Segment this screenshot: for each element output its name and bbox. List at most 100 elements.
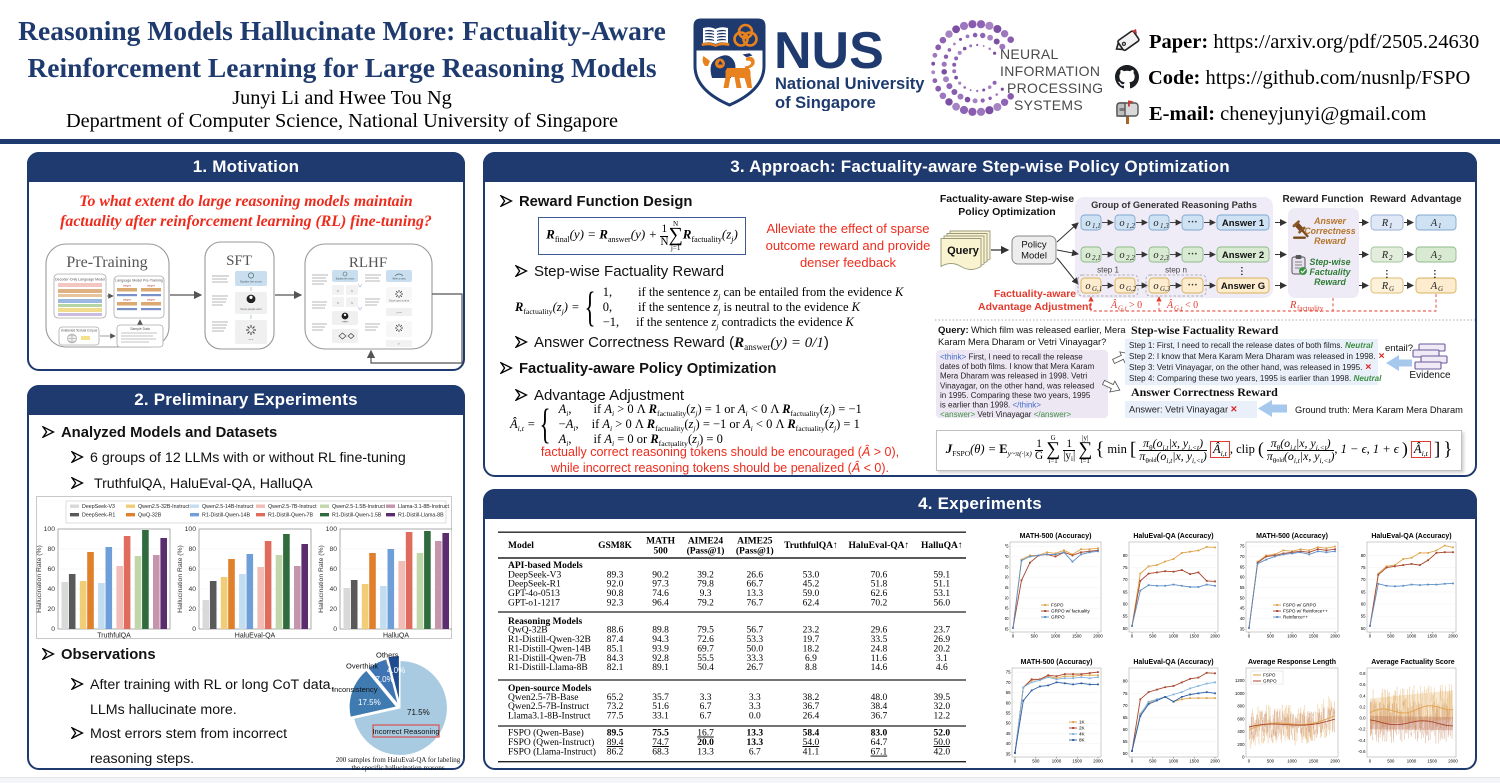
svg-text:70: 70	[1123, 577, 1128, 582]
svg-text:G,t: G,t	[1174, 305, 1184, 313]
svg-text:2,2: 2,2	[1126, 254, 1135, 262]
svg-text:1,1: 1,1	[1092, 222, 1101, 230]
svg-text:G,1: G,1	[1092, 285, 1102, 293]
svg-text:12.2: 12.2	[933, 711, 950, 721]
svg-text:SYSTEMS: SYSTEMS	[1014, 97, 1083, 113]
svg-text:400: 400	[1237, 729, 1245, 734]
svg-text:500: 500	[1267, 634, 1275, 639]
svg-text:target: target	[147, 298, 155, 302]
svg-text:65: 65	[1361, 589, 1366, 594]
svg-text:60: 60	[1005, 575, 1009, 580]
svg-text:2000: 2000	[1210, 759, 1220, 764]
svg-text:50.0: 50.0	[933, 738, 950, 748]
svg-text:92.3: 92.3	[607, 598, 624, 608]
svg-text:42.0: 42.0	[933, 748, 950, 758]
svg-text:GPT-o1-1217: GPT-o1-1217	[508, 598, 560, 608]
svg-text:R1-Distill-Qwen-32B: R1-Distill-Qwen-32B	[508, 635, 591, 645]
svg-text:45.2: 45.2	[803, 580, 820, 590]
svg-text:65.2: 65.2	[607, 693, 624, 703]
svg-text:0.0: 0.0	[1360, 716, 1367, 721]
svg-text:68.3: 68.3	[652, 748, 669, 758]
svg-text:0: 0	[1131, 634, 1134, 639]
svg-text:6.7: 6.7	[700, 711, 712, 721]
svg-text:Answer G: Answer G	[1221, 281, 1265, 292]
svg-text:87.4: 87.4	[607, 635, 624, 645]
svg-text:Mera Dharam was released in 19: Mera Dharam was released in 1998. Vetri	[940, 372, 1087, 381]
svg-text:500: 500	[1387, 634, 1395, 639]
svg-text:64.7: 64.7	[871, 738, 888, 748]
svg-text:Others: Others	[376, 651, 399, 660]
svg-text:55.5: 55.5	[697, 654, 714, 664]
svg-text:2000: 2000	[1210, 634, 1220, 639]
svg-text:G: G	[1389, 285, 1394, 293]
svg-text:is earlier than 1998. </think>: is earlier than 1998. </think>	[940, 401, 1041, 410]
svg-text:500: 500	[1267, 759, 1275, 764]
svg-text:75: 75	[1123, 691, 1128, 696]
svg-text:Unlabeled Textual Corpus: Unlabeled Textual Corpus	[61, 329, 98, 333]
svg-text:13.3: 13.3	[746, 738, 763, 748]
svg-text:2,3: 2,3	[1160, 254, 1169, 262]
svg-text:Â: Â	[1110, 299, 1118, 311]
svg-text:41.1: 41.1	[803, 748, 820, 758]
svg-text:92.0: 92.0	[607, 580, 624, 590]
svg-text:1000: 1000	[1287, 759, 1297, 764]
svg-text:4.6: 4.6	[936, 663, 948, 673]
svg-text:FSPO: FSPO	[1051, 603, 1064, 608]
svg-text:2000: 2000	[1448, 634, 1458, 639]
svg-text:33.1: 33.1	[652, 711, 669, 721]
svg-text:60: 60	[188, 566, 196, 573]
svg-text:GPT-4o-0513: GPT-4o-0513	[508, 589, 560, 599]
svg-text:Pre-Training: Pre-Training	[66, 254, 147, 271]
svg-text:Sample Data: Sample Data	[130, 327, 150, 331]
svg-text:(Pass@1): (Pass@1)	[736, 546, 774, 557]
svg-text:50: 50	[1005, 595, 1009, 600]
svg-text:40: 40	[188, 586, 196, 593]
svg-text:20.2: 20.2	[933, 644, 950, 654]
svg-text:1000: 1000	[1052, 759, 1062, 764]
svg-text:0: 0	[1242, 755, 1245, 760]
svg-text:Decoder-Only Language Model: Decoder-Only Language Model	[55, 278, 105, 282]
svg-text:Advantage Adjustment: Advantage Adjustment	[978, 301, 1092, 313]
svg-text:Step-wise Factuality Reward: Step-wise Factuality Reward	[1131, 323, 1279, 337]
svg-text:76.7: 76.7	[746, 598, 763, 608]
svg-text:2000: 2000	[1448, 759, 1458, 764]
svg-text:83.0: 83.0	[871, 729, 888, 739]
svg-text:94.3: 94.3	[652, 635, 669, 645]
svg-text:QwQ-32B: QwQ-32B	[508, 626, 548, 636]
svg-text:Llama3.1-8B-Instruct: Llama3.1-8B-Instruct	[508, 711, 591, 721]
svg-text:Query: Query	[947, 245, 980, 257]
svg-text:40: 40	[329, 586, 337, 593]
svg-text:3.3: 3.3	[700, 693, 712, 703]
svg-text:24.8: 24.8	[871, 644, 888, 654]
svg-text:40: 40	[1006, 741, 1011, 746]
svg-text:G,3: G,3	[1160, 285, 1171, 293]
svg-text:API-based Models: API-based Models	[508, 561, 583, 571]
svg-text:…: …	[1188, 215, 1198, 226]
svg-text:35: 35	[1006, 751, 1011, 756]
svg-text:HaluEval-QA (Accuracy): HaluEval-QA (Accuracy)	[1133, 533, 1213, 540]
svg-text:60: 60	[1006, 700, 1011, 705]
svg-text:Step 1: First, I need to recal: Step 1: First, I need to recall the rele…	[1129, 341, 1374, 350]
svg-text:Explain the moon: Explain the moon	[240, 280, 262, 284]
svg-text:o: o	[1085, 218, 1090, 229]
svg-text:45: 45	[1240, 606, 1245, 611]
svg-text:Reward: Reward	[1314, 236, 1346, 246]
svg-text:84.3: 84.3	[607, 654, 624, 664]
svg-text:56.0: 56.0	[933, 598, 950, 608]
svg-text:23.2: 23.2	[803, 626, 820, 636]
svg-text:13.3: 13.3	[746, 729, 763, 739]
svg-text:4.0%: 4.0%	[387, 666, 405, 675]
svg-text:A: A	[1430, 281, 1438, 292]
svg-text:Answer Correctness Reward: Answer Correctness Reward	[1131, 385, 1278, 399]
svg-text:60: 60	[329, 566, 337, 573]
svg-text:40: 40	[47, 586, 55, 593]
svg-text:…: …	[1188, 247, 1198, 258]
svg-text:1000: 1000	[1407, 759, 1417, 764]
svg-text:20: 20	[329, 606, 337, 613]
svg-text:80: 80	[188, 546, 196, 553]
svg-text:40: 40	[1005, 616, 1009, 621]
svg-text:77.5: 77.5	[607, 711, 624, 721]
svg-text:Explain the moon: Explain the moon	[336, 278, 355, 281]
svg-text:Reinforce++: Reinforce++	[1283, 615, 1308, 620]
svg-text:66.7: 66.7	[746, 580, 763, 590]
